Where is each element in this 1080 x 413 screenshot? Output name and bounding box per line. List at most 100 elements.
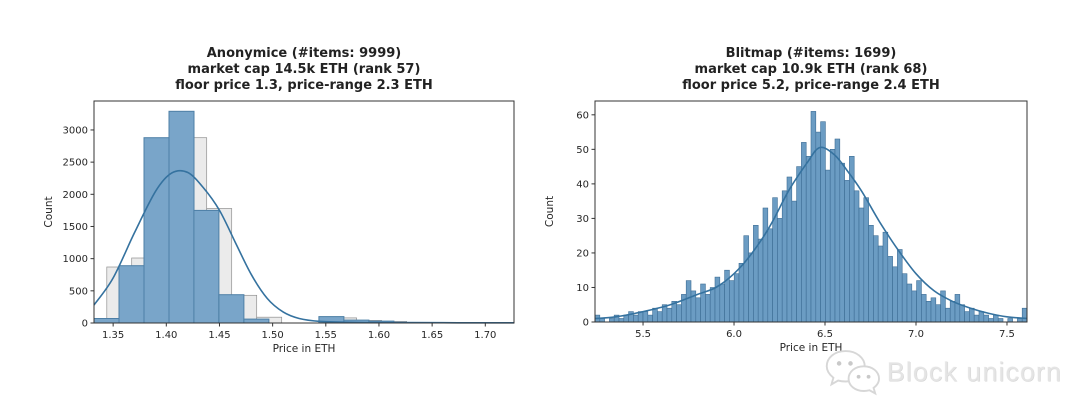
x-tick-label: 1.45 <box>208 330 230 341</box>
anonymice-ylabel: Count <box>43 196 55 227</box>
histogram-bar <box>825 169 831 323</box>
histogram-bar <box>954 294 961 323</box>
histogram-bar <box>805 156 812 323</box>
y-tick-label: 1000 <box>63 254 88 265</box>
histogram-bar <box>93 318 120 324</box>
histogram-bar <box>820 121 826 323</box>
x-tick-label: 1.35 <box>102 330 124 341</box>
y-tick-label: 2000 <box>63 190 88 201</box>
histogram-bar <box>873 235 879 323</box>
histogram-bar <box>892 266 898 323</box>
histogram-bar <box>657 311 663 323</box>
x-tick-label: 6.5 <box>817 329 833 340</box>
histogram-bar <box>218 294 245 324</box>
blitmap-xlabel: Price in ETH <box>780 342 843 354</box>
y-tick-label: 10 <box>576 283 589 294</box>
histogram-bar <box>729 280 735 323</box>
y-tick-label: 0 <box>583 318 589 329</box>
histogram-bar <box>193 209 220 324</box>
x-tick-label: 1.40 <box>155 330 177 341</box>
histogram-bar <box>959 304 965 323</box>
histogram-bar <box>647 314 653 323</box>
histogram-bar <box>877 245 884 323</box>
x-tick-label: 6.0 <box>726 329 742 340</box>
histogram-bar <box>777 218 783 323</box>
anonymice-chart: 1.35 1.40 1.45 1.50 1.55 1.60 1.65 1.70 0 500 1000… <box>43 100 515 355</box>
anonymice-histogram-bars <box>93 110 395 324</box>
histogram-bar <box>969 307 975 323</box>
histogram-bar <box>930 297 937 323</box>
histogram-bar <box>945 307 951 323</box>
histogram-bar <box>868 225 874 323</box>
histogram-bar <box>633 314 639 323</box>
left-title-line-3: floor price 1.3, price-range 2.3 ETH <box>175 78 433 93</box>
histogram-bar <box>849 156 855 323</box>
histogram-bar <box>988 318 994 323</box>
left-title-line-1: Anonymice (#items: 9999) <box>206 46 402 61</box>
histogram-bar <box>997 318 1004 323</box>
histogram-bar <box>949 300 956 323</box>
histogram-bar <box>168 110 195 324</box>
histogram-bar <box>911 290 917 323</box>
histogram-bar <box>743 235 749 323</box>
histogram-bar <box>118 265 145 324</box>
blitmap-y-axis: 0 10 20 30 40 50 60 <box>576 110 595 329</box>
y-tick-label: 30 <box>576 214 589 225</box>
y-tick-label: 50 <box>576 145 589 156</box>
histogram-bar <box>719 283 725 323</box>
histogram-bar <box>609 318 615 323</box>
y-tick-label: 3000 <box>63 125 88 136</box>
histogram-bar <box>243 318 270 324</box>
histogram-bar <box>853 190 860 323</box>
blitmap-ylabel: Count <box>544 196 556 227</box>
histogram-bar <box>143 137 170 324</box>
histogram-bar <box>652 307 658 323</box>
histogram-bar <box>705 294 711 323</box>
x-tick-label: 1.65 <box>421 330 443 341</box>
y-tick-label: 20 <box>576 248 589 259</box>
histogram-bar <box>964 311 970 323</box>
histogram-bar <box>767 228 773 323</box>
histogram-bar <box>685 280 692 323</box>
blitmap-chart: 5.5 6.0 6.5 7.0 7.5 0 10 20 30 40 50 60 Price in ETH… <box>544 100 1028 354</box>
blitmap-kde-curve <box>594 146 1028 320</box>
histogram-bar <box>791 200 797 323</box>
histogram-bar <box>700 283 706 323</box>
histogram-bar <box>921 294 927 323</box>
histogram-bar <box>738 262 745 323</box>
anonymice-axes-frame <box>93 100 515 324</box>
histogram-bar <box>666 307 673 323</box>
right-chart-title: Blitmap (#items: 1699) market cap 10.9k … <box>591 46 1031 94</box>
x-tick-label: 1.55 <box>315 330 337 341</box>
histogram-bar <box>844 180 850 323</box>
x-tick-label: 7.5 <box>999 329 1015 340</box>
blitmap-x-axis: 5.5 6.0 6.5 7.0 7.5 <box>635 322 1015 340</box>
blitmap-axes-frame <box>594 100 1028 323</box>
histogram-bar <box>916 280 922 323</box>
histogram-bar <box>829 149 836 323</box>
x-tick-label: 7.0 <box>908 329 924 340</box>
histogram-bar <box>695 297 701 323</box>
histogram-bar <box>993 314 999 323</box>
histogram-bar <box>897 249 903 323</box>
histogram-bar <box>733 273 740 323</box>
histogram-bar <box>887 256 893 323</box>
histogram-bar <box>753 225 759 323</box>
anonymice-xlabel: Price in ETH <box>273 343 336 355</box>
histogram-bar <box>781 190 788 323</box>
histogram-bar <box>810 111 817 323</box>
histogram-bar <box>815 131 821 323</box>
histogram-bar <box>642 311 649 323</box>
x-tick-label: 1.70 <box>474 330 496 341</box>
histogram-bar <box>796 166 802 323</box>
y-tick-label: 1500 <box>63 222 88 233</box>
histogram-bar <box>714 276 721 323</box>
histogram-bar <box>901 273 908 323</box>
histogram-bar <box>599 318 605 323</box>
histogram-bar <box>834 138 841 323</box>
y-tick-label: 500 <box>69 286 88 297</box>
histogram-bar <box>978 311 985 323</box>
y-tick-label: 0 <box>82 319 88 330</box>
